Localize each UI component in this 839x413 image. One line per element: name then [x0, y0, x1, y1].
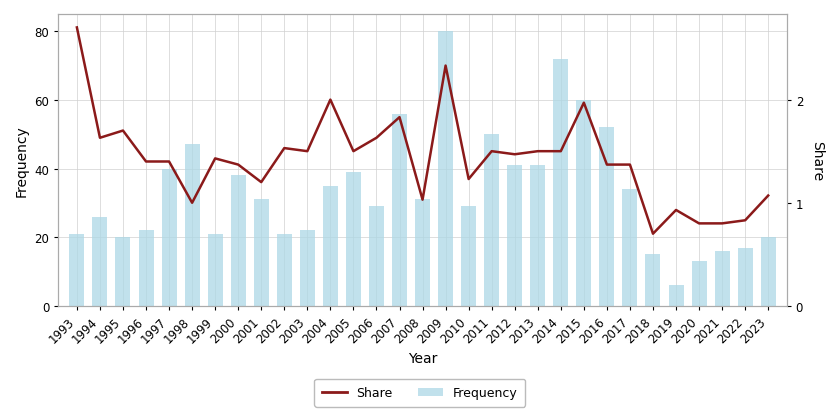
Legend: Share, Frequency: Share, Frequency	[314, 379, 525, 407]
Bar	[162, 169, 176, 306]
Bar	[691, 261, 706, 306]
Bar	[392, 114, 407, 306]
Bar	[277, 234, 292, 306]
Bar	[253, 200, 268, 306]
Bar	[323, 186, 338, 306]
X-axis label: Year: Year	[408, 351, 437, 365]
Bar	[116, 237, 131, 306]
Bar	[623, 190, 638, 306]
Bar	[369, 207, 384, 306]
Bar	[715, 252, 730, 306]
Bar	[300, 231, 315, 306]
Bar	[737, 248, 753, 306]
Bar	[185, 145, 200, 306]
Bar	[484, 135, 499, 306]
Bar	[576, 101, 591, 306]
Y-axis label: Frequency: Frequency	[15, 125, 29, 196]
Bar	[669, 286, 684, 306]
Bar	[208, 234, 222, 306]
Bar	[138, 231, 154, 306]
Bar	[645, 255, 660, 306]
Bar	[530, 166, 545, 306]
Bar	[554, 59, 568, 306]
Bar	[761, 237, 776, 306]
Bar	[438, 32, 453, 306]
Y-axis label: Share: Share	[810, 140, 824, 180]
Bar	[599, 128, 614, 306]
Bar	[415, 200, 430, 306]
Bar	[231, 176, 246, 306]
Bar	[508, 166, 522, 306]
Bar	[346, 173, 361, 306]
Bar	[92, 217, 107, 306]
Bar	[70, 234, 85, 306]
Bar	[461, 207, 476, 306]
